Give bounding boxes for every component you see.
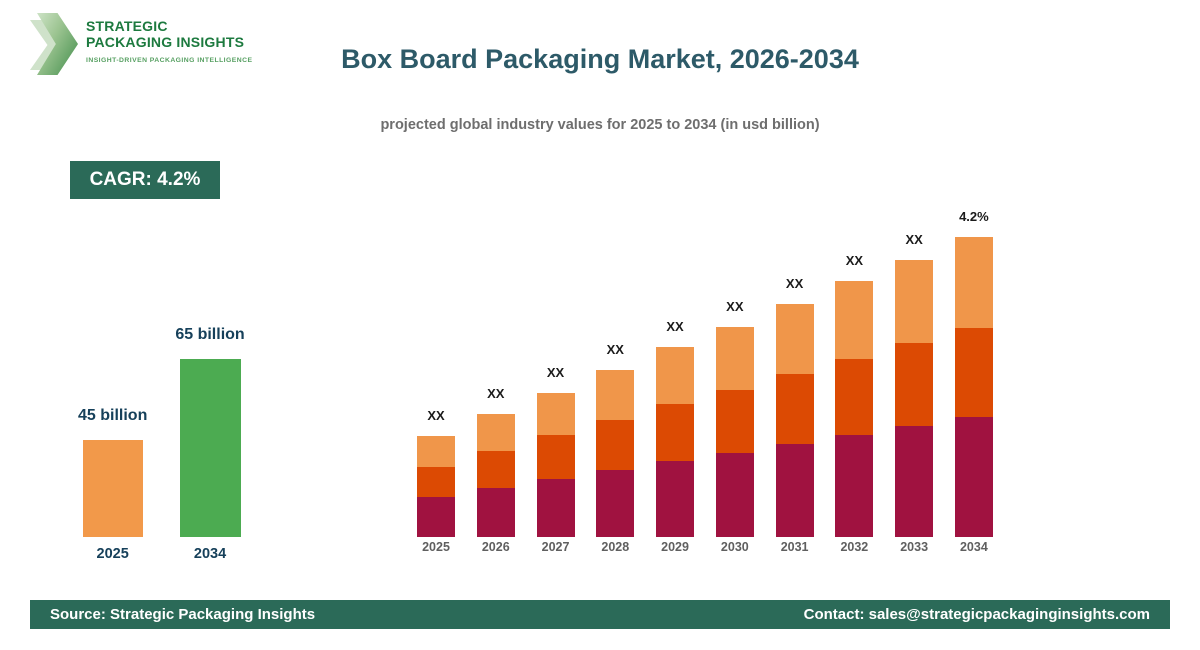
- stacked-bar-year-label: 2026: [481, 540, 510, 554]
- stacked-segment-bottom-2025: [417, 497, 455, 537]
- stacked-bar-label: XX: [487, 386, 505, 401]
- stacked-bar-year-label: 2031: [780, 540, 809, 554]
- stacked-bar-year-label: 2034: [959, 540, 988, 554]
- stacked-segment-top-2026: [476, 414, 515, 451]
- stacked-bar-slot-2031: XX 2031: [775, 276, 814, 555]
- stacked-bar-2027: [536, 393, 575, 537]
- summary-growth-chart: 45 billion 2025 65 billion 2034: [78, 315, 245, 562]
- stacked-bar-2034: [954, 237, 993, 537]
- stacked-bar-label: XX: [785, 276, 804, 291]
- stacked-segment-middle-2026: [476, 451, 515, 488]
- stacked-segment-top-2033: [895, 260, 934, 343]
- footer-contact: Contact: sales@strategicpackaginginsight…: [803, 606, 1150, 623]
- stacked-bar-2029: [656, 347, 695, 537]
- stacked-bar-year-label: 2032: [840, 540, 869, 554]
- stacked-bar-2030: [715, 327, 754, 537]
- stacked-bar-slot-2026: XX 2026: [476, 386, 515, 555]
- footer-bar: Source: Strategic Packaging Insights Con…: [30, 600, 1170, 629]
- mini-bar-value-label: 45 billion: [78, 407, 148, 424]
- stacked-segment-top-2031: [775, 304, 814, 374]
- stacked-bar-year-label: 2030: [720, 540, 749, 554]
- stacked-segment-bottom-2029: [656, 461, 695, 537]
- stacked-bar-slot-2034: 4.2% 2034: [954, 209, 993, 555]
- stacked-bar-label: XX: [606, 342, 624, 357]
- cagr-badge: CAGR: 4.2%: [70, 161, 220, 199]
- stacked-bar-year-label: 2027: [541, 540, 570, 554]
- stacked-bar-slot-2030: XX 2030: [715, 299, 754, 555]
- stacked-segment-middle-2025: [417, 467, 455, 497]
- chevron-arrow-icon: [30, 13, 78, 75]
- stacked-segment-top-2027: [536, 393, 575, 435]
- stacked-bar-label: XX: [427, 408, 445, 423]
- stacked-segment-top-2034: [954, 237, 993, 328]
- stacked-bar-2028: [596, 370, 635, 537]
- stacked-segment-bottom-2034: [954, 417, 993, 537]
- mini-bar-year-label: 2025: [96, 546, 129, 562]
- stacked-bar-slot-2029: XX 2029: [656, 319, 695, 555]
- stacked-bar-slot-2027: XX 2027: [536, 365, 575, 555]
- page-title: Box Board Packaging Market, 2026-2034: [341, 44, 859, 74]
- logo-line-2: PACKAGING INSIGHTS: [86, 33, 245, 50]
- logo-tagline: INSIGHT-DRIVEN PACKAGING INTELLIGENCE: [86, 57, 253, 65]
- stacked-bar-label: XX: [845, 253, 864, 268]
- stacked-segment-bottom-2028: [596, 470, 635, 537]
- stacked-bar-slot-2033: XX 2033: [895, 232, 934, 555]
- stacked-bar-slot-2032: XX 2032: [835, 253, 874, 555]
- stacked-segment-middle-2034: [954, 328, 993, 417]
- stacked-segment-bottom-2030: [715, 453, 754, 537]
- stacked-segment-bottom-2026: [476, 488, 515, 537]
- company-logo: STRATEGIC PACKAGING INSIGHTS INSIGHT-DRI…: [30, 13, 252, 75]
- stacked-segment-middle-2029: [656, 404, 695, 461]
- stacked-bar-slot-2025: XX 2025: [417, 408, 455, 555]
- stacked-bar-label: XX: [666, 319, 684, 334]
- mini-bar-slot-2034: 65 billion 2034: [175, 326, 244, 562]
- stacked-segment-top-2028: [596, 370, 635, 420]
- logo-line-1: STRATEGIC: [86, 18, 168, 34]
- stacked-bar-label: XX: [726, 299, 744, 314]
- stacked-segment-bottom-2027: [536, 479, 575, 537]
- stacked-bar-label: XX: [546, 365, 565, 380]
- mini-bar-slot-2025: 45 billion 2025: [78, 407, 147, 562]
- stacked-segment-top-2025: [417, 436, 455, 467]
- stacked-bar-label: 4.2%: [959, 209, 989, 224]
- stacked-segment-bottom-2033: [895, 426, 934, 537]
- stacked-segment-middle-2028: [596, 420, 635, 470]
- mini-bar-value-label: 65 billion: [175, 326, 245, 343]
- stacked-bar-year-label: 2033: [900, 540, 929, 554]
- stacked-segment-middle-2030: [715, 390, 754, 453]
- stacked-segment-top-2030: [715, 327, 754, 390]
- stacked-bar-label: XX: [905, 232, 923, 247]
- mini-bar-year-label: 2034: [193, 546, 227, 562]
- stacked-segment-top-2029: [656, 347, 695, 404]
- projection-stacked-chart: XX 2025 XX 2026 XX 2027 XX 2028 XX 2029 XX 2030 XX 20…: [417, 198, 993, 555]
- page-subtitle: projected global industry values for 202…: [380, 117, 820, 133]
- stacked-segment-middle-2032: [835, 359, 874, 435]
- stacked-bar-2026: [476, 414, 515, 537]
- logo-text: STRATEGIC PACKAGING INSIGHTS INSIGHT-DRI…: [86, 13, 252, 64]
- stacked-segment-middle-2027: [536, 435, 575, 479]
- stacked-segment-bottom-2032: [835, 435, 874, 537]
- stacked-bar-2033: [895, 260, 934, 537]
- stacked-segment-middle-2031: [775, 374, 814, 444]
- stacked-bar-2025: [417, 436, 455, 537]
- stacked-bar-year-label: 2028: [601, 540, 630, 554]
- stacked-segment-top-2032: [835, 281, 874, 359]
- stacked-bar-year-label: 2029: [661, 540, 689, 554]
- stacked-bar-2032: [835, 281, 874, 537]
- stacked-bar-slot-2028: XX 2028: [596, 342, 635, 555]
- footer-source: Source: Strategic Packaging Insights: [50, 606, 316, 623]
- mini-bar-2025: [82, 440, 143, 537]
- stacked-bar-year-label: 2025: [422, 540, 450, 554]
- mini-bar-2034: [179, 359, 241, 537]
- stacked-segment-bottom-2031: [775, 444, 814, 537]
- stacked-bar-2031: [775, 304, 814, 537]
- stacked-segment-middle-2033: [895, 343, 934, 426]
